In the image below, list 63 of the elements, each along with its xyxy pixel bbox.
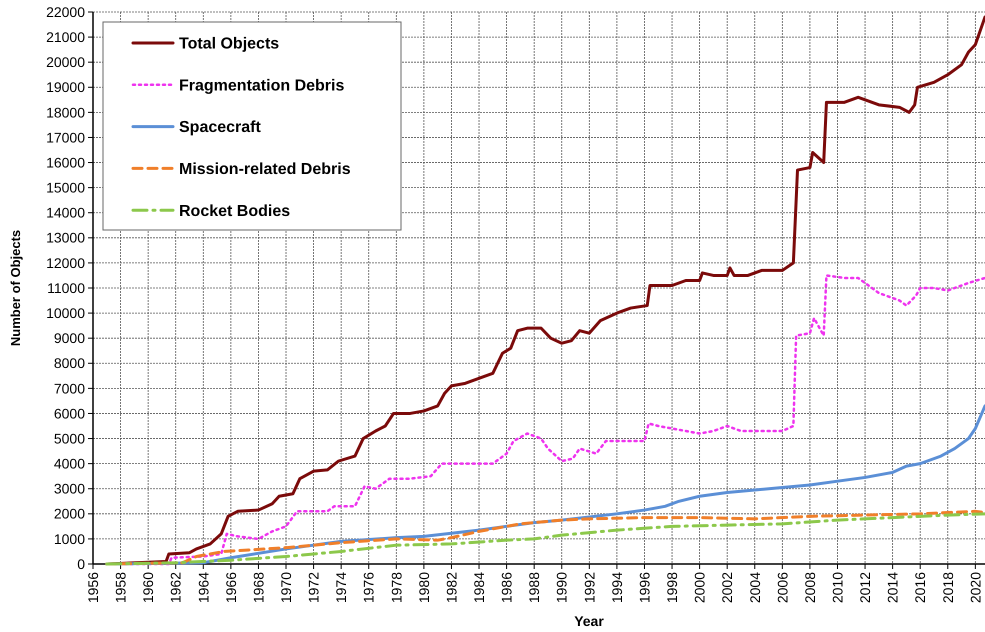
x-tick-label: 1956 [85, 572, 101, 604]
y-tick-label: 16000 [46, 154, 86, 170]
y-tick-label: 17000 [46, 129, 86, 146]
x-tick-label: 1978 [388, 572, 404, 604]
y-tick-label: 9000 [54, 330, 86, 346]
y-tick-label: 7000 [54, 380, 86, 396]
x-tick-label: 1964 [195, 572, 212, 604]
x-tick-label: 2002 [719, 572, 736, 604]
x-tick-label: 1986 [498, 572, 515, 604]
y-tick-label: 10000 [46, 304, 86, 321]
y-tick-label: 14000 [46, 204, 86, 221]
x-tick-label: 1988 [526, 572, 542, 604]
y-tick-label: 3000 [54, 480, 86, 497]
y-tick-label: 21000 [46, 28, 86, 45]
y-tick-label: 20000 [46, 54, 86, 70]
x-tick-label: 2004 [746, 572, 763, 604]
x-axis-title: Year [574, 613, 604, 629]
x-tick-label: 1982 [443, 572, 460, 604]
x-tick-label: 2018 [940, 572, 956, 604]
y-tick-label: 19000 [46, 79, 86, 96]
x-tick-label: 2008 [802, 572, 818, 604]
x-tick-label: 1976 [360, 572, 377, 604]
x-tick-label: 1974 [333, 572, 350, 604]
legend-label: Total Objects [179, 36, 280, 53]
y-tick-label: 22000 [46, 4, 86, 20]
y-tick-label: 18000 [46, 104, 86, 120]
y-tick-label: 6000 [54, 405, 86, 422]
x-tick-label: 1992 [581, 572, 598, 604]
y-tick-label: 8000 [54, 355, 86, 372]
y-tick-label: 13000 [46, 230, 86, 246]
x-tick-label: 2012 [857, 572, 874, 604]
y-tick-label: 4000 [54, 456, 86, 472]
x-tick-label: 1980 [416, 572, 432, 604]
x-tick-label: 1998 [664, 572, 680, 604]
x-tick-label: 1984 [471, 572, 488, 604]
y-axis-title: Number of Objects [8, 230, 23, 346]
y-tick-label: 12000 [46, 254, 86, 271]
legend-label: Rocket Bodies [179, 202, 290, 220]
x-tick-label: 2006 [774, 572, 790, 604]
x-tick-label: 1990 [554, 572, 570, 604]
x-tick-label: 1958 [112, 572, 129, 604]
y-tick-label: 0 [77, 556, 86, 572]
x-tick-label: 1994 [608, 572, 625, 604]
x-tick-label: 1996 [636, 572, 652, 604]
legend-label: Fragmentation Debris [179, 77, 344, 94]
x-tick-label: 2010 [829, 572, 846, 604]
x-tick-label: 1960 [140, 572, 156, 604]
x-tick-label: 1968 [250, 572, 266, 604]
y-tick-label: 2000 [54, 506, 86, 522]
y-tick-label: 5000 [54, 430, 86, 446]
x-tick-label: 2020 [967, 572, 984, 604]
legend-label: Spacecraft [179, 119, 262, 136]
x-tick-label: 1962 [168, 572, 184, 604]
x-tick-label: 1966 [222, 572, 239, 604]
y-tick-label: 15000 [46, 180, 86, 196]
x-tick-label: 1970 [278, 572, 294, 604]
y-tick-label: 11000 [47, 280, 86, 296]
y-tick-label: 1000 [54, 530, 86, 547]
x-tick-label: 2016 [912, 572, 928, 604]
x-tick-label: 2014 [884, 572, 901, 604]
x-tick-label: 2000 [692, 572, 708, 604]
legend-label: Mission-related Debris [179, 161, 351, 178]
x-tick-label: 1972 [306, 572, 322, 604]
